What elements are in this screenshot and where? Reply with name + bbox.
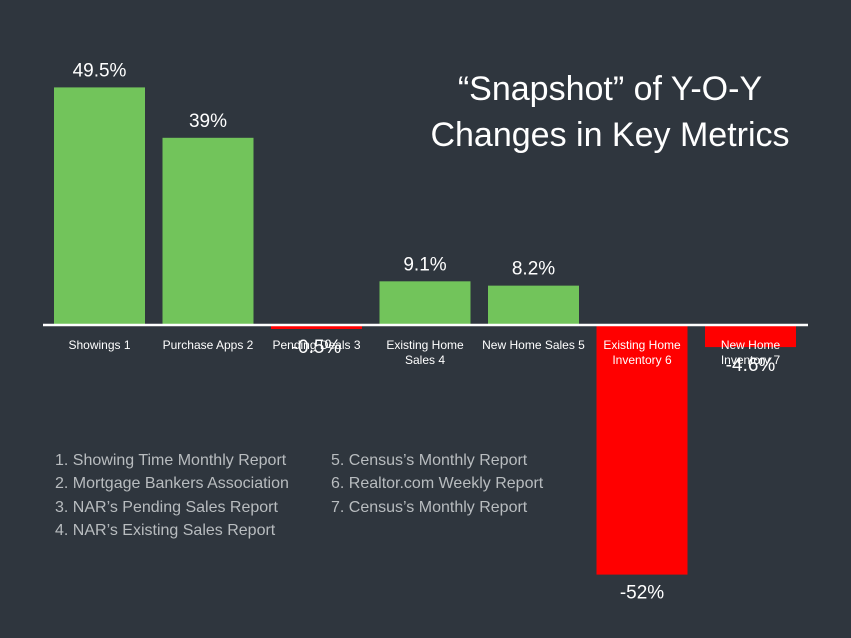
category-label-7-line-2: Inventory 7 — [721, 353, 781, 367]
source-1: 1. Showing Time Monthly Report — [55, 452, 287, 469]
category-label-6-line-2: Inventory 6 — [612, 353, 672, 367]
data-label-1: 49.5% — [73, 60, 127, 81]
source-3: 3. NAR’s Pending Sales Report — [55, 498, 278, 516]
source-6: 6. Realtor.com Weekly Report — [331, 475, 544, 493]
category-label-4-line-1: Existing Home — [386, 338, 464, 352]
source-5: 5. Census’s Monthly Report — [331, 452, 528, 469]
data-label-6: -52% — [620, 583, 664, 604]
data-label-3: -0.5% — [292, 337, 342, 358]
bar-1 — [54, 87, 145, 326]
source-7: 7. Census’s Monthly Report — [331, 498, 528, 516]
category-label-6-line-1: Existing Home — [603, 338, 681, 352]
chart-title: “Snapshot” of Y-O-Y Changes in Key Metri… — [400, 66, 820, 158]
category-label-2: Purchase Apps 2 — [163, 338, 254, 352]
chart-title-line-2: Changes in Key Metrics — [430, 116, 790, 154]
category-label-4-line-2: Sales 4 — [405, 353, 445, 367]
sources-list-left: 1. Showing Time Monthly Report 2. Mortga… — [55, 449, 289, 542]
source-4: 4. NAR’s Existing Sales Report — [55, 521, 276, 539]
bar-2 — [162, 137, 254, 325]
category-label-1: Showings 1 — [68, 338, 130, 352]
sources-list-right: 5. Census’s Monthly Report 6. Realtor.co… — [331, 449, 543, 519]
bar-3 — [271, 325, 362, 329]
bar-7 — [705, 325, 796, 348]
bar-4 — [379, 281, 471, 325]
data-label-7: -4.6% — [726, 355, 776, 376]
bar-6 — [596, 325, 688, 575]
data-label-4: 9.1% — [403, 254, 446, 275]
category-label-5: New Home Sales 5 — [482, 338, 585, 352]
category-label-3: Pending Deals 3 — [272, 338, 360, 352]
chart-title-line-1: “Snapshot” of Y-O-Y — [457, 70, 763, 108]
data-label-5: 8.2% — [512, 259, 555, 280]
data-label-2: 39% — [189, 111, 227, 132]
category-label-7-line-1: New Home — [721, 338, 781, 352]
source-2: 2. Mortgage Bankers Association — [55, 475, 289, 493]
bar-5 — [488, 285, 579, 325]
